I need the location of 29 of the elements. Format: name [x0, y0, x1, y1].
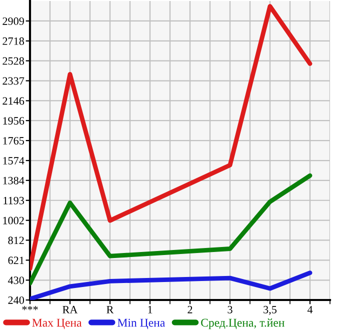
y-tick-label: 2528 [2, 57, 24, 65]
legend-label: Min Цена [118, 318, 165, 330]
y-tick-label: 2718 [2, 37, 24, 45]
y-tick-label: 240 [8, 296, 24, 304]
y-tick-label: 1956 [3, 117, 24, 125]
y-tick-label: 2146 [2, 97, 24, 105]
line-series [30, 4, 312, 271]
y-tick-label: 1574 [3, 157, 24, 164]
y-tick-label: 1384 [3, 176, 24, 184]
x-tick-label: 1 [148, 306, 152, 314]
y-tick-label: 1193 [4, 196, 24, 204]
y-tick-label: 2909 [2, 17, 24, 25]
y-tick-label: 1765 [3, 137, 24, 145]
x-tick-label: RA [62, 306, 78, 314]
x-tick-label: 2 [188, 306, 192, 314]
y-tick-label: 1002 [3, 216, 24, 224]
legend-label: Сред.Цена, т.йен [201, 318, 284, 330]
x-tick-label: R [106, 306, 114, 314]
x-tick-label: 4 [307, 306, 313, 314]
y-tick-label: 430 [8, 276, 24, 284]
y-tick-label: 621 [8, 256, 24, 264]
y-tick-label: 2337 [2, 77, 24, 85]
legend-label: Max Цена [32, 318, 82, 330]
x-tick-label: *** [22, 306, 38, 310]
y-tick-label: 812 [8, 236, 24, 244]
x-tick-label: 3,5 [264, 306, 277, 315]
line-series [30, 270, 312, 300]
x-tick-label: 3 [228, 306, 232, 314]
line-series [30, 173, 312, 286]
